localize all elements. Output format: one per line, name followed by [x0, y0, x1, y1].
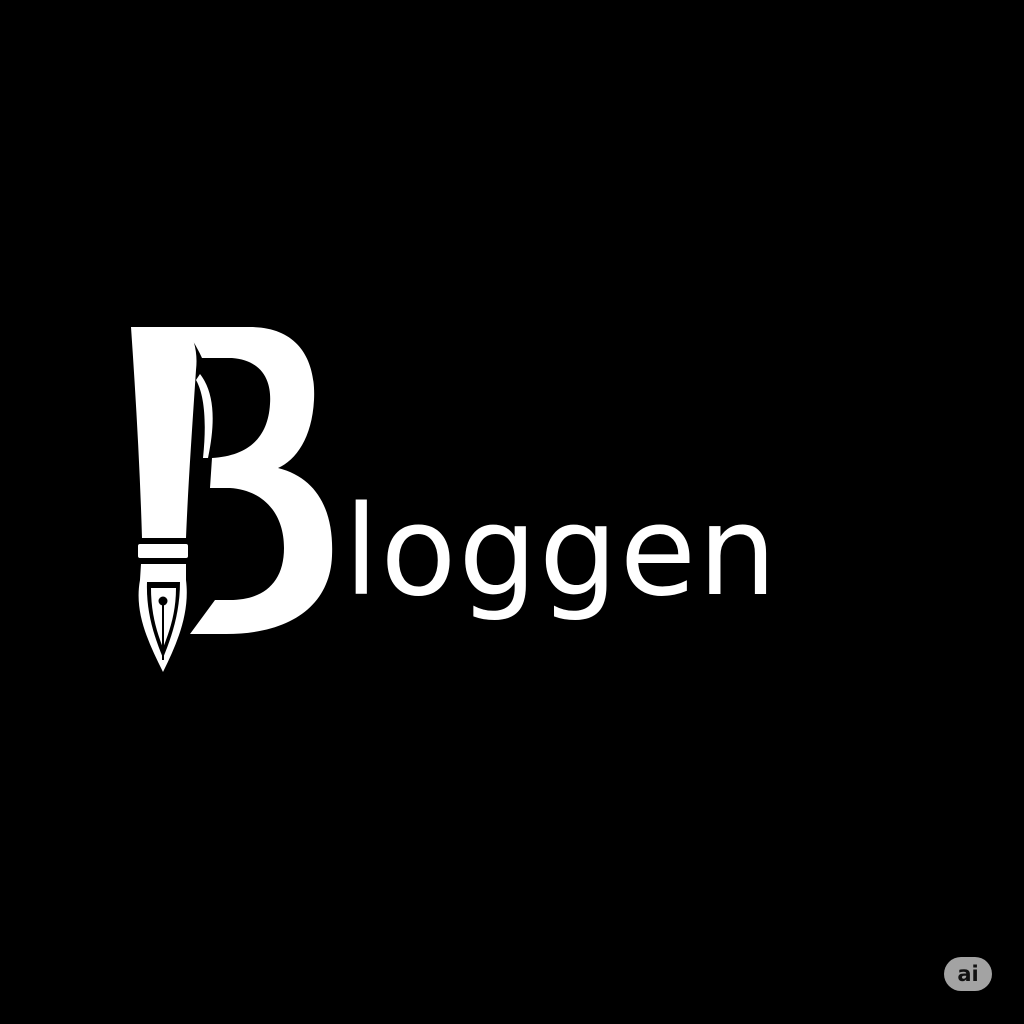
monogram-b	[131, 327, 333, 672]
nib-breather-hole	[158, 596, 168, 606]
ai-badge: ai	[944, 957, 992, 991]
pen-clip-highlight	[196, 374, 213, 458]
b-bowls	[184, 327, 333, 634]
wordmark-text: loggen	[344, 480, 779, 624]
fountain-pen-nib-icon	[138, 564, 187, 672]
pen-barrel	[131, 327, 197, 538]
pen-ring	[138, 544, 188, 558]
